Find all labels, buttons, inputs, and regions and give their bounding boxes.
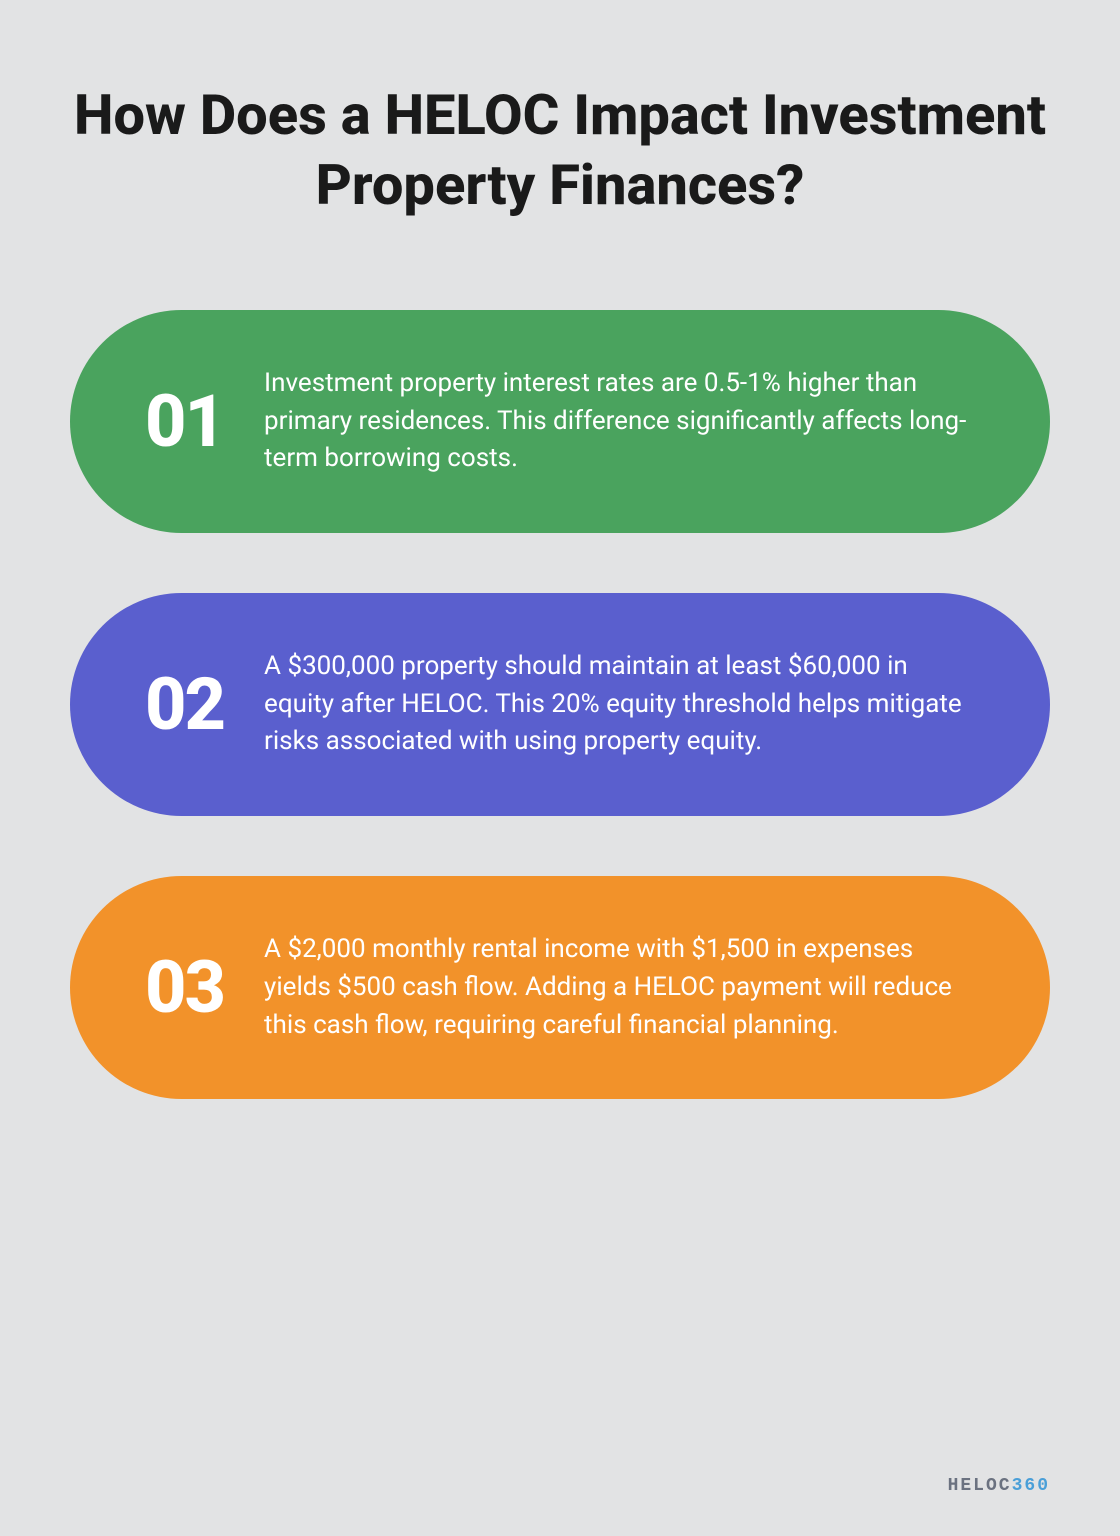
card-2: 02 A $300,000 property should maintain a… bbox=[70, 593, 1050, 816]
card-2-number: 02 bbox=[145, 662, 224, 747]
footer-logo: HELOC360 bbox=[948, 1476, 1050, 1496]
card-3: 03 A $2,000 monthly rental income with $… bbox=[70, 876, 1050, 1099]
logo-text-2: 360 bbox=[1012, 1476, 1050, 1496]
card-3-text: A $2,000 monthly rental income with $1,5… bbox=[264, 931, 975, 1044]
cards-container: 01 Investment property interest rates ar… bbox=[70, 310, 1050, 1099]
card-1-number: 01 bbox=[145, 379, 224, 464]
card-1: 01 Investment property interest rates ar… bbox=[70, 310, 1050, 533]
page-title: How Does a HELOC Impact Investment Prope… bbox=[70, 80, 1050, 220]
card-2-text: A $300,000 property should maintain at l… bbox=[264, 648, 975, 761]
logo-text-1: HELOC bbox=[948, 1476, 1012, 1496]
card-3-number: 03 bbox=[145, 945, 224, 1030]
card-1-text: Investment property interest rates are 0… bbox=[264, 365, 975, 478]
